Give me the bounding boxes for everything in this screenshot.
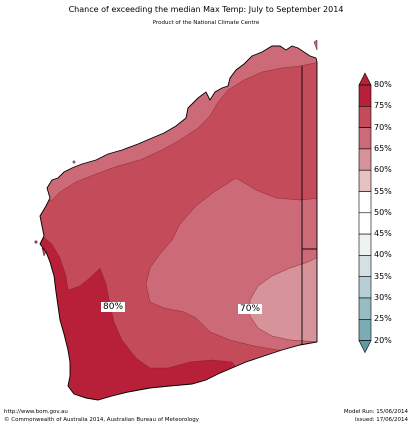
- legend-swatch-70: [358, 127, 372, 150]
- legend-label-55: 55%: [374, 186, 392, 196]
- island-north: [72, 160, 76, 164]
- legend-swatch-75: [358, 106, 372, 128]
- map-subtitle: Product of the National Climate Centre: [152, 20, 260, 26]
- footer-issued: Issued: 17/06/2014: [354, 417, 408, 423]
- island-ne: [313, 39, 318, 51]
- legend-swatch-80: [358, 84, 372, 107]
- legend-swatch-50: [358, 212, 372, 235]
- legend-label-30: 30%: [374, 293, 392, 302]
- legend-label-65: 65%: [374, 143, 392, 153]
- legend-label-40: 40%: [374, 250, 392, 260]
- legend-arrow-top: [358, 72, 372, 86]
- footer-url[interactable]: http://www.bom.gov.au: [4, 409, 68, 415]
- legend-swatch-40: [358, 255, 372, 277]
- region-80pct-southwest: [40, 235, 241, 400]
- legend-label-20: 20%: [374, 335, 392, 345]
- legend-swatch-30: [358, 297, 372, 320]
- footer-copyright: © Commonwealth of Australia 2014, Austra…: [4, 417, 199, 423]
- legend-label-75: 75%: [374, 101, 392, 111]
- island-sharkbay: [41, 247, 47, 257]
- legend-colorbar: [358, 72, 372, 354]
- legend-label-60: 60%: [374, 165, 392, 175]
- legend-swatch-35: [358, 276, 372, 299]
- legend-label-45: 45%: [374, 229, 392, 239]
- legend-swatch-60: [358, 169, 372, 192]
- legend-swatch-65: [358, 148, 372, 171]
- legend-label-80: 80%: [374, 80, 392, 89]
- legend-label-35: 35%: [374, 271, 392, 281]
- island-west: [34, 240, 38, 244]
- legend-swatch-55: [358, 191, 372, 214]
- map-title: Chance of exceeding the median Max Temp:…: [68, 5, 344, 14]
- legend-label-50: 50%: [374, 207, 392, 217]
- map-label-70: 70%: [238, 304, 263, 314]
- legend-swatch-45: [358, 233, 372, 256]
- footer-model-run: Model Run: 15/06/2014: [343, 409, 408, 415]
- map-label-80: 80%: [101, 302, 126, 312]
- legend-label-70: 70%: [374, 122, 392, 132]
- legend-swatch-25: [358, 318, 372, 341]
- legend-label-25: 25%: [374, 314, 392, 324]
- legend-arrow-bottom: [358, 340, 372, 354]
